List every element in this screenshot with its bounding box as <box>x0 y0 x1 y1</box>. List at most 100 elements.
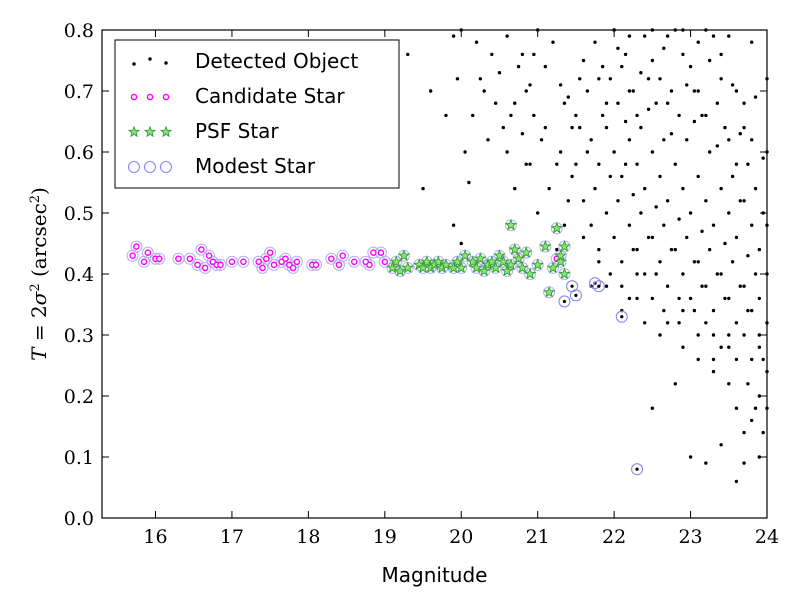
psf-star-point <box>500 264 514 277</box>
detected-object-point <box>459 241 463 246</box>
detected-object-point <box>761 357 765 362</box>
legend-marker <box>132 62 136 66</box>
detected-object-point <box>451 34 456 38</box>
detected-object-point <box>727 296 731 301</box>
detected-object-point <box>662 223 666 227</box>
legend-label-candidate: Candidate Star <box>195 84 345 108</box>
detected-object-point <box>635 247 639 252</box>
detected-object-point <box>578 77 582 81</box>
detected-object-point <box>585 89 590 93</box>
data-points <box>126 28 769 484</box>
detected-object-point <box>608 174 613 179</box>
detected-object-point <box>474 40 479 44</box>
detected-object-point <box>704 199 708 203</box>
detected-object-point <box>532 113 536 118</box>
detected-object-point <box>707 58 712 63</box>
legend-label-psf: PSF Star <box>195 119 279 143</box>
detected-object-point <box>650 150 655 154</box>
detected-object-point <box>669 132 674 136</box>
detected-object-point <box>750 40 754 44</box>
psf-star-point <box>439 258 453 271</box>
candidate-star-point <box>282 255 289 263</box>
detected-object-point <box>589 138 593 142</box>
detected-object-point <box>757 345 762 349</box>
detected-object-point <box>643 186 647 191</box>
modest-star-halo <box>283 258 296 271</box>
detected-object-point <box>593 186 597 191</box>
detected-object-point <box>700 284 704 288</box>
detected-object-point <box>509 113 513 118</box>
detected-object-point <box>688 455 693 459</box>
detected-object-point <box>757 394 762 398</box>
detected-object-point <box>662 138 666 142</box>
detected-object-point <box>696 40 700 44</box>
detected-object-point <box>681 272 685 276</box>
detected-object-point <box>696 260 700 264</box>
modest-star-halo <box>287 261 300 274</box>
detected-object-point <box>700 229 704 233</box>
detected-object-point <box>711 357 716 362</box>
detected-object-point <box>639 71 643 75</box>
detected-object-point <box>746 254 750 258</box>
detected-object-point <box>688 296 693 301</box>
detected-object-point <box>723 241 727 246</box>
detected-object-point <box>753 272 758 276</box>
detected-object-point <box>650 296 655 301</box>
detected-object-point <box>646 107 651 112</box>
detected-object-point <box>665 284 670 288</box>
detected-object-point <box>746 382 750 386</box>
modest-star-halo <box>290 255 303 268</box>
y-tick-label: 0.6 <box>64 142 94 164</box>
detected-object-point <box>704 284 708 288</box>
psf-star-point <box>508 243 521 255</box>
series-psf-star <box>386 218 571 298</box>
y-tick-label: 0.3 <box>64 325 94 347</box>
modest-star-core <box>635 467 639 471</box>
detected-object-point <box>727 333 731 337</box>
detected-object-point <box>665 199 670 203</box>
detected-object-point <box>750 418 754 423</box>
detected-object-point <box>746 162 750 166</box>
detected-object-point <box>604 101 609 105</box>
detected-object-point <box>513 101 517 105</box>
psf-star-point <box>531 258 544 271</box>
detected-object-point <box>750 308 754 313</box>
psf-star-point <box>554 255 567 268</box>
detected-object-point <box>688 64 693 69</box>
detected-object-point <box>520 132 525 136</box>
legend-marker <box>143 125 157 138</box>
modest-star-halo <box>252 255 265 268</box>
psf-star-point <box>470 261 483 274</box>
detected-object-point <box>742 333 746 337</box>
detected-object-point <box>627 223 632 227</box>
detected-object-point <box>673 382 677 386</box>
detected-object-point <box>711 369 716 374</box>
detected-object-point <box>623 162 628 166</box>
detected-object-point <box>616 101 620 105</box>
detected-object-point <box>711 333 716 337</box>
detected-object-point <box>692 89 697 93</box>
detected-object-point <box>662 46 666 50</box>
candidate-star-point <box>370 249 377 256</box>
candidate-star-point <box>266 249 274 256</box>
psf-star-point <box>539 240 552 252</box>
detected-object-point <box>578 125 582 130</box>
detected-object-point <box>570 174 574 179</box>
legend-marker <box>143 160 157 174</box>
candidate-star-point <box>217 261 224 269</box>
modest-star-halo <box>275 255 288 268</box>
x-tick-label: 18 <box>296 526 320 548</box>
psf-star-point <box>466 255 479 268</box>
detected-object-point <box>757 333 762 337</box>
psf-star-point <box>478 264 491 277</box>
detected-object-point <box>581 199 586 203</box>
detected-object-point <box>742 101 746 105</box>
detected-object-point <box>555 247 559 252</box>
y-tick-label: 0.7 <box>64 81 94 103</box>
detected-object-point <box>643 272 647 276</box>
detected-object-point <box>421 186 425 191</box>
psf-star-point <box>390 255 403 268</box>
detected-object-point <box>723 125 727 130</box>
detected-object-point <box>631 89 635 93</box>
